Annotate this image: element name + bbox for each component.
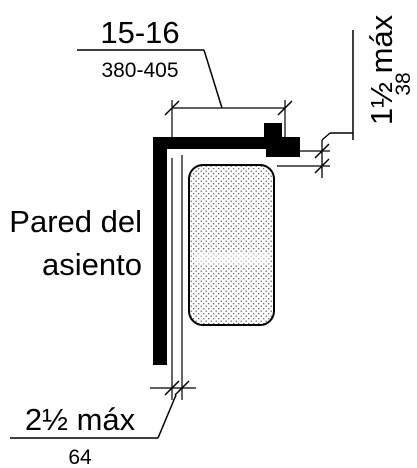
bottom-dimension-inches: 2½ máx xyxy=(25,402,136,437)
top-dimension-mm: 380-405 xyxy=(101,59,178,82)
right-dimension-mm: 38 xyxy=(392,72,415,95)
seat-wall-horizontal xyxy=(153,137,286,149)
right-dimension-inches: 1½ máx xyxy=(364,14,399,125)
right-dimension-line xyxy=(277,30,354,178)
seat-wall xyxy=(153,137,286,365)
seat xyxy=(188,164,275,326)
top-dimension-line xyxy=(77,49,293,137)
seat-wall-vertical xyxy=(153,137,167,365)
bottom-dimension-line xyxy=(10,372,196,439)
wall-label-line2: asiento xyxy=(42,247,142,282)
wall-label-line1: Pared del xyxy=(9,204,142,239)
bottom-dimension-mm: 64 xyxy=(68,446,92,468)
grab-bar-flange xyxy=(264,123,300,157)
top-dimension-inches: 15-16 xyxy=(100,15,179,50)
